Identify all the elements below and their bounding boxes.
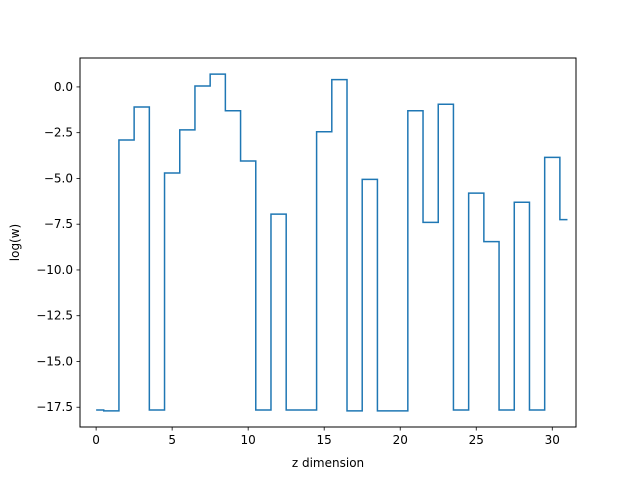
y-tick-label: −5.0 (44, 171, 73, 185)
y-tick-label: −2.5 (44, 126, 73, 140)
x-tick-label: 30 (545, 433, 560, 447)
y-axis-ticks: 0.0 −2.5 −5.0 −7.5 −10.0 −12.5 −15.0 −17.5 (36, 80, 80, 414)
y-tick-label: 0.0 (54, 80, 73, 94)
y-tick-label: −17.5 (36, 400, 73, 414)
y-axis-label: log(w) (8, 224, 22, 261)
x-tick-label: 25 (469, 433, 484, 447)
series-line-0 (96, 73, 568, 412)
x-tick-label: 0 (92, 433, 100, 447)
x-tick-label: 20 (393, 433, 408, 447)
y-tick-label: −12.5 (36, 309, 73, 323)
x-tick-label: 5 (168, 433, 176, 447)
plot-layer (96, 73, 568, 412)
y-tick-label: −15.0 (36, 354, 73, 368)
x-axis-label: z dimension (292, 456, 364, 470)
x-tick-label: 15 (317, 433, 332, 447)
x-tick-label: 10 (241, 433, 256, 447)
y-tick-label: −7.5 (44, 217, 73, 231)
y-tick-label: −10.0 (36, 263, 73, 277)
axes-frame (79, 57, 577, 428)
x-axis-ticks: 0 5 10 15 20 25 30 (92, 427, 560, 447)
